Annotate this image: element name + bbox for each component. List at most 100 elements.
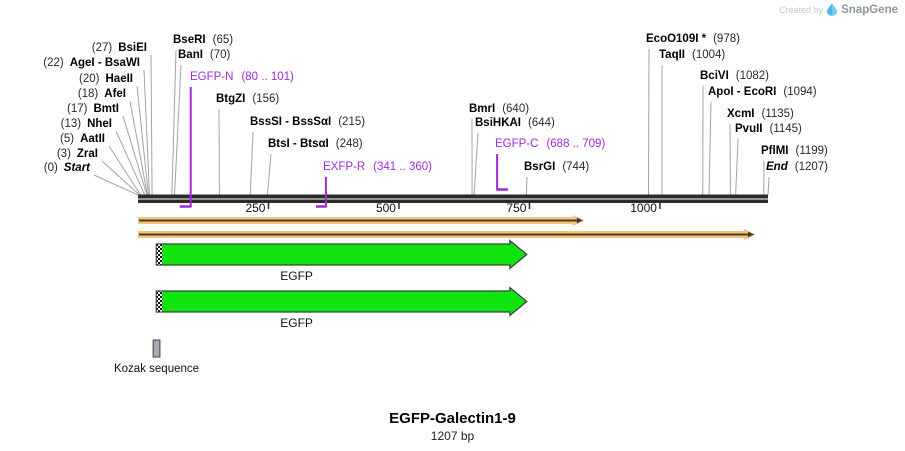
enzyme-name: BsrGI xyxy=(524,161,556,173)
enzyme-position: (18) xyxy=(77,88,99,100)
enzyme-label: BsrGI (744) xyxy=(524,161,589,173)
enzyme-position: (215) xyxy=(338,116,366,128)
enzyme-name: AatII xyxy=(80,133,105,145)
enzyme-label-left: (3) ZraI xyxy=(57,148,98,160)
primer-label: EGFP-N (80 .. 101) xyxy=(190,71,294,83)
map-footer: EGFP-Galectin1-9 1207 bp xyxy=(0,410,905,443)
leader-line xyxy=(473,132,479,196)
leader-line xyxy=(266,153,272,196)
enzyme-label: TaqII (1004) xyxy=(659,49,725,61)
leader-line xyxy=(647,48,650,196)
enzyme-label: XcmI (1135) xyxy=(727,108,794,120)
ruler-tick-label: 750 xyxy=(506,201,527,215)
leader-line xyxy=(150,54,153,196)
enzyme-name: AgeI - BsaWI xyxy=(69,57,140,69)
enzyme-position: (0) xyxy=(43,162,58,174)
enzyme-name: BmtI xyxy=(93,103,119,115)
enzyme-position: (156) xyxy=(252,93,280,105)
feature-arrow-incomplete-end xyxy=(156,244,163,265)
snapgene-logo-icon xyxy=(827,3,838,16)
feature-label: EGFP xyxy=(280,316,313,330)
enzyme-label-left: (13) NheI xyxy=(61,118,112,130)
enzyme-name: ApoI - EcoRI xyxy=(708,86,777,98)
leader-line xyxy=(136,85,149,196)
kozak-label: Kozak sequence xyxy=(113,363,200,375)
enzyme-position: (978) xyxy=(713,33,740,45)
enzyme-label-left: (0) Start xyxy=(44,162,90,174)
enzyme-position: (248) xyxy=(335,138,363,150)
enzyme-name: BsiHKAI xyxy=(475,117,522,129)
enzyme-name: HaeII xyxy=(105,73,134,85)
enzyme-position: (1094) xyxy=(783,86,817,98)
enzyme-position: (17) xyxy=(66,103,88,115)
snapgene-watermark: Created by SnapGene xyxy=(779,3,898,16)
orf-arrow-core-head xyxy=(576,217,583,224)
enzyme-name: Start xyxy=(63,162,90,174)
enzyme-label: End (1207) xyxy=(766,161,828,173)
enzyme-name: BssSI - BssSαI xyxy=(250,116,332,128)
enzyme-position: (744) xyxy=(562,161,590,173)
ruler-tick xyxy=(659,203,661,209)
enzyme-label: BtsI - BtsαI (248) xyxy=(268,138,363,150)
enzyme-name: EcoO109I * xyxy=(646,33,707,45)
leader-line xyxy=(143,69,150,196)
enzyme-position: (1135) xyxy=(761,108,794,120)
feature-label: EGFP xyxy=(280,269,313,283)
primer-label: EXFP-R (341 .. 360) xyxy=(323,161,432,173)
primer-range: (688 .. 709) xyxy=(546,138,606,150)
enzyme-label: BciVI (1082) xyxy=(700,70,769,82)
enzyme-label: BsiHKAI (644) xyxy=(475,117,555,129)
enzyme-position: (1207) xyxy=(794,161,828,173)
ruler-tick xyxy=(528,203,531,209)
enzyme-position: (70) xyxy=(209,49,231,61)
enzyme-name: BtgZI xyxy=(216,93,246,105)
enzyme-position: (65) xyxy=(212,34,234,46)
enzyme-name: BtsI - BtsαI xyxy=(268,138,329,150)
enzyme-name: BanI xyxy=(178,49,203,61)
enzyme-label-left: (18) AfeI xyxy=(78,88,126,100)
enzyme-label: BseRI (65) xyxy=(173,34,233,46)
leader-line xyxy=(122,115,148,196)
enzyme-label: BtgZI (156) xyxy=(216,93,279,105)
feature-arrow-egfp xyxy=(155,286,528,317)
enzyme-label-left: (20) HaeII xyxy=(79,73,133,85)
ruler-tick-label: 500 xyxy=(375,201,396,215)
enzyme-position: (1199) xyxy=(795,145,828,157)
enzyme-name: BsiEI xyxy=(118,42,147,54)
watermark-prefix: Created by xyxy=(779,4,824,15)
enzyme-name: ZraI xyxy=(76,148,98,160)
map-length: 1207 bp xyxy=(430,429,475,443)
enzyme-label: PflMI (1199) xyxy=(761,145,828,157)
primer-name: EXFP-R xyxy=(323,161,366,173)
sequence-bar-top-strand xyxy=(138,194,768,199)
leader-line xyxy=(115,130,146,196)
ruler-tick-label: 1000 xyxy=(630,201,657,215)
enzyme-name: TaqII xyxy=(659,49,685,61)
primer-range: (341 .. 360) xyxy=(373,161,432,173)
enzyme-position: (20) xyxy=(79,73,100,85)
kozak-box xyxy=(152,339,161,358)
enzyme-label: ApoI - EcoRI (1094) xyxy=(708,86,817,98)
leader-line xyxy=(525,176,528,196)
enzyme-label: PvuII (1145) xyxy=(735,123,802,135)
enzyme-position: (13) xyxy=(60,118,82,130)
watermark-brand: SnapGene xyxy=(841,3,898,16)
map-title: EGFP-Galectin1-9 xyxy=(389,410,516,427)
enzyme-name: BmrI xyxy=(469,103,496,115)
primer-label: EGFP-C (688 .. 709) xyxy=(495,138,605,150)
primer-name: EGFP-C xyxy=(495,138,539,150)
enzyme-name: End xyxy=(766,161,788,173)
leader-line xyxy=(174,64,182,196)
ruler-tick-label: 250 xyxy=(245,201,266,215)
enzyme-position: (3) xyxy=(56,148,71,160)
leader-line xyxy=(171,49,177,196)
enzyme-position: (22) xyxy=(43,57,64,69)
leader-line xyxy=(708,101,712,196)
orf-arrow-core-head xyxy=(747,231,754,238)
enzyme-name: PflMI xyxy=(761,145,789,157)
enzyme-position: (1145) xyxy=(769,123,802,135)
enzyme-label: BanI (70) xyxy=(178,49,230,61)
enzyme-label: BssSI - BssSαI (215) xyxy=(250,116,365,128)
